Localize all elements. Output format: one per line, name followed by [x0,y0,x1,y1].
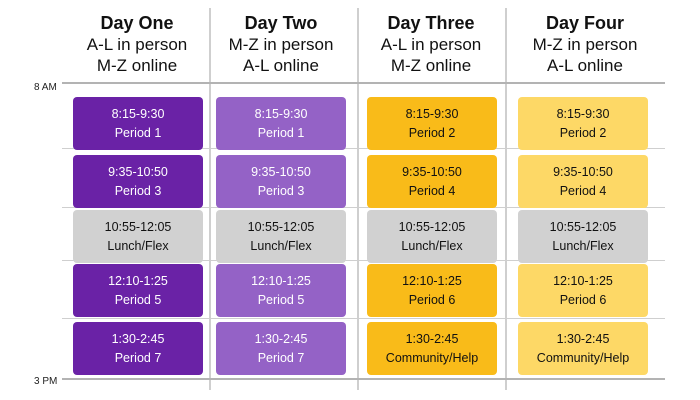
in-person-group: A-L in person [380,35,482,54]
block-label: Period 5 [114,292,162,307]
block-label: Period 1 [114,125,162,140]
schedule-block: 8:15-9:30 Period 2 [518,97,648,150]
grid-line [62,318,665,319]
grid-line [62,207,665,208]
day-title: Day Two [244,13,318,33]
block-time: 8:15-9:30 [111,106,165,121]
in-person-group: M-Z in person [532,35,638,54]
block-label: Period 1 [257,125,305,140]
schedule-block: 1:30-2:45 Community/Help [367,322,497,375]
column-divider [209,8,211,390]
day-one-header: Day One A-L in person M-Z online [66,12,208,76]
block-label: Community/Help [385,350,479,365]
online-group: M-Z online [96,56,178,75]
block-label: Period 5 [257,292,305,307]
block-time: 12:10-1:25 [251,273,311,288]
grid-line [62,260,665,261]
grid-line [62,148,665,149]
schedule-block: 9:35-10:50 Period 4 [367,155,497,208]
start-time-line [62,82,665,84]
block-time: 8:15-9:30 [405,106,459,121]
block-label: Period 7 [114,350,162,365]
schedule-block: 9:35-10:50 Period 4 [518,155,648,208]
block-time: 9:35-10:50 [553,164,613,179]
schedule-block: 12:10-1:25 Period 6 [518,264,648,317]
block-label: Period 2 [559,125,607,140]
end-time-label: 3 PM [34,376,58,387]
block-time: 10:55-12:05 [398,219,466,234]
lunch-block: 10:55-12:05 Lunch/Flex [216,210,346,263]
schedule-block: 12:10-1:25 Period 5 [73,264,203,317]
online-group: M-Z online [390,56,472,75]
block-time: 10:55-12:05 [104,219,172,234]
day-two-header: Day Two M-Z in person A-L online [210,12,352,76]
block-time: 12:10-1:25 [553,273,613,288]
block-label: Period 2 [408,125,456,140]
block-label: Lunch/Flex [107,238,169,253]
block-label: Period 3 [257,183,305,198]
block-label: Period 4 [408,183,456,198]
schedule-block: 1:30-2:45 Period 7 [73,322,203,375]
block-time: 1:30-2:45 [254,331,308,346]
schedule-block: 1:30-2:45 Community/Help [518,322,648,375]
block-label: Lunch/Flex [552,238,614,253]
block-time: 12:10-1:25 [108,273,168,288]
day-title: Day One [100,13,174,33]
block-time: 1:30-2:45 [405,331,459,346]
schedule-block: 8:15-9:30 Period 1 [73,97,203,150]
schedule-block: 12:10-1:25 Period 5 [216,264,346,317]
block-label: Lunch/Flex [250,238,312,253]
end-time-line [62,378,665,380]
block-time: 9:35-10:50 [108,164,168,179]
schedule-block: 9:35-10:50 Period 3 [216,155,346,208]
block-time: 9:35-10:50 [402,164,462,179]
block-label: Community/Help [536,350,630,365]
start-time-label: 8 AM [34,82,57,93]
schedule-block: 1:30-2:45 Period 7 [216,322,346,375]
column-divider [505,8,507,390]
schedule-block: 12:10-1:25 Period 6 [367,264,497,317]
block-label: Period 7 [257,350,305,365]
block-label: Period 6 [559,292,607,307]
block-label: Period 3 [114,183,162,198]
day-three-header: Day Three A-L in person M-Z online [360,12,502,76]
day-title: Day Four [545,13,624,33]
schedule-block: 8:15-9:30 Period 2 [367,97,497,150]
block-time: 8:15-9:30 [254,106,308,121]
block-time: 1:30-2:45 [556,331,610,346]
block-time: 1:30-2:45 [111,331,165,346]
schedule-block: 9:35-10:50 Period 3 [73,155,203,208]
in-person-group: A-L in person [86,35,188,54]
in-person-group: M-Z in person [228,35,334,54]
block-time: 8:15-9:30 [556,106,610,121]
block-label: Period 4 [559,183,607,198]
lunch-block: 10:55-12:05 Lunch/Flex [518,210,648,263]
block-time: 12:10-1:25 [402,273,462,288]
schedule-block: 8:15-9:30 Period 1 [216,97,346,150]
column-divider [357,8,359,390]
block-time: 9:35-10:50 [251,164,311,179]
lunch-block: 10:55-12:05 Lunch/Flex [73,210,203,263]
block-time: 10:55-12:05 [549,219,617,234]
block-label: Period 6 [408,292,456,307]
online-group: A-L online [547,56,623,75]
block-time: 10:55-12:05 [247,219,315,234]
day-title: Day Three [387,13,475,33]
online-group: A-L online [243,56,319,75]
lunch-block: 10:55-12:05 Lunch/Flex [367,210,497,263]
day-four-header: Day Four M-Z in person A-L online [514,12,656,76]
block-label: Lunch/Flex [401,238,463,253]
